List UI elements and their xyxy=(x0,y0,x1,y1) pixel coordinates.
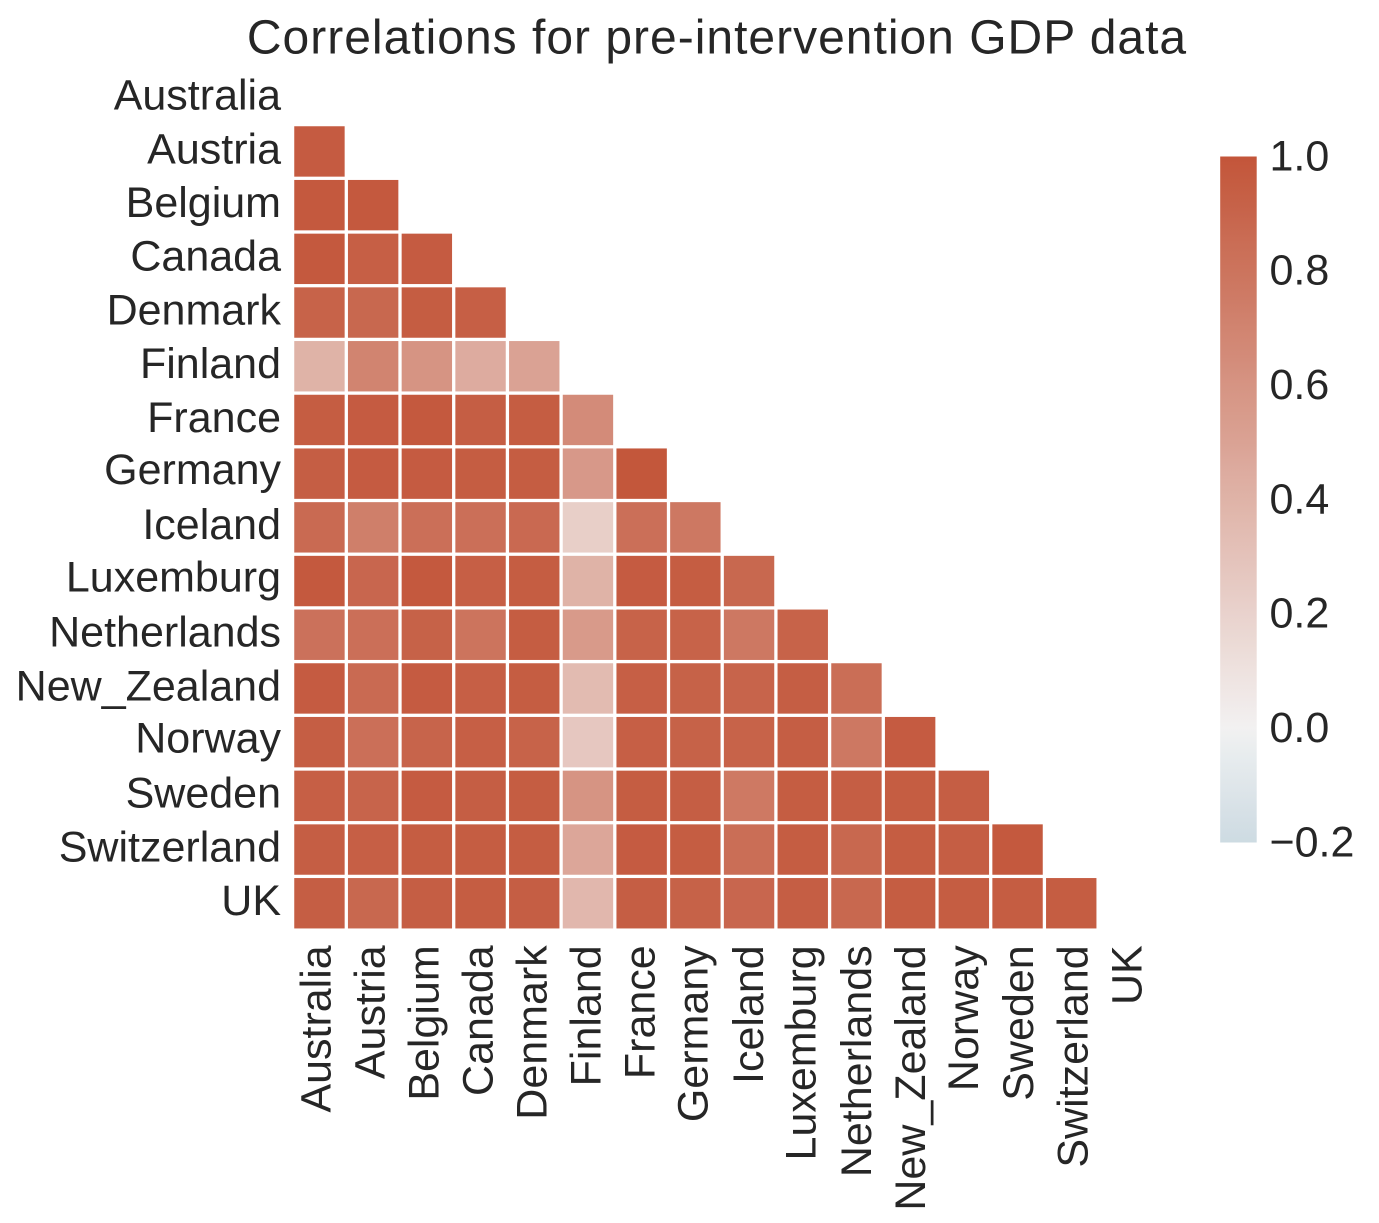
svg-text:France: France xyxy=(617,945,665,1079)
svg-text:Netherlands: Netherlands xyxy=(833,945,881,1177)
svg-text:Canada: Canada xyxy=(455,945,503,1096)
svg-text:Netherlands: Netherlands xyxy=(49,609,281,657)
svg-text:France: France xyxy=(147,394,281,442)
svg-text:0.8: 0.8 xyxy=(1270,247,1330,295)
svg-text:Switzerland: Switzerland xyxy=(1049,945,1097,1167)
svg-text:Luxemburg: Luxemburg xyxy=(778,945,826,1160)
svg-text:Finland: Finland xyxy=(563,945,611,1086)
svg-text:Germany: Germany xyxy=(104,446,281,494)
svg-text:1.0: 1.0 xyxy=(1270,132,1330,180)
svg-text:UK: UK xyxy=(1103,945,1151,1005)
svg-text:Norway: Norway xyxy=(135,715,281,763)
svg-text:Switzerland: Switzerland xyxy=(59,823,281,871)
svg-text:Australia: Australia xyxy=(114,72,281,120)
svg-text:0.4: 0.4 xyxy=(1270,475,1330,523)
svg-text:New_Zealand: New_Zealand xyxy=(16,662,281,710)
svg-text:Australia: Australia xyxy=(292,945,340,1112)
svg-text:0.2: 0.2 xyxy=(1270,590,1330,638)
svg-text:Norway: Norway xyxy=(940,945,988,1091)
svg-text:UK: UK xyxy=(221,877,281,925)
svg-text:Denmark: Denmark xyxy=(509,945,557,1120)
svg-text:0.0: 0.0 xyxy=(1270,704,1330,752)
svg-text:Sweden: Sweden xyxy=(995,945,1043,1100)
svg-text:Correlations for pre-intervent: Correlations for pre-intervention GDP da… xyxy=(247,12,1187,65)
svg-text:Denmark: Denmark xyxy=(107,286,282,334)
svg-text:Belgium: Belgium xyxy=(126,179,281,227)
svg-text:Sweden: Sweden xyxy=(126,770,281,818)
svg-text:New_Zealand: New_Zealand xyxy=(887,945,935,1210)
svg-text:−0.2: −0.2 xyxy=(1270,818,1355,866)
svg-text:Austria: Austria xyxy=(147,125,281,173)
svg-text:Belgium: Belgium xyxy=(400,945,448,1100)
svg-text:0.6: 0.6 xyxy=(1270,361,1330,409)
svg-text:Canada: Canada xyxy=(130,233,281,281)
svg-text:Germany: Germany xyxy=(669,945,717,1122)
svg-text:Iceland: Iceland xyxy=(725,945,773,1084)
svg-text:Luxemburg: Luxemburg xyxy=(66,554,281,602)
svg-text:Austria: Austria xyxy=(346,945,394,1079)
svg-text:Finland: Finland xyxy=(140,340,281,388)
svg-text:Iceland: Iceland xyxy=(142,501,281,549)
